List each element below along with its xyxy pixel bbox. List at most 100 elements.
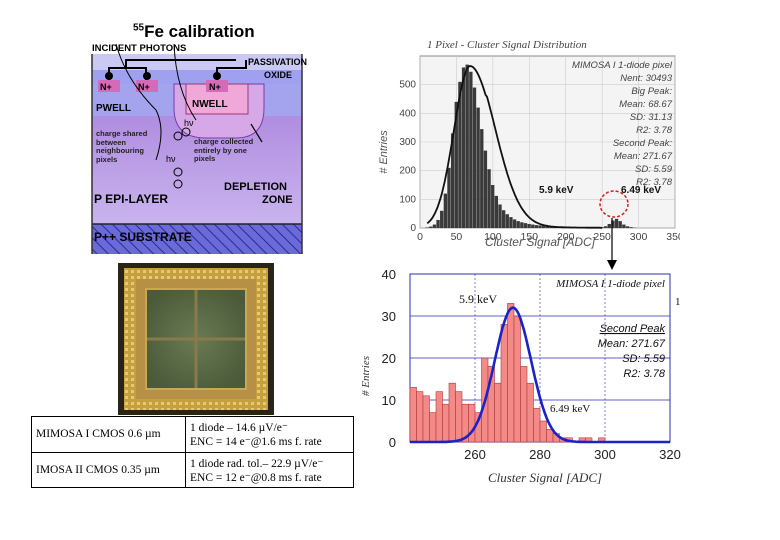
chart1-bar — [487, 169, 491, 228]
label-depletion-2: ZONE — [262, 194, 293, 206]
photon-path-1 — [115, 43, 162, 161]
chart2-xtick: 280 — [529, 447, 551, 462]
label-oxide: OXIDE — [264, 70, 292, 80]
chart1-plot: 0 100 200 300 400 500 0 50 100 150 200 250 300 350 — [399, 55, 680, 243]
chart2-bar — [435, 391, 443, 443]
table-cell-line: 1 diode – 14.6 µV/e⁻ — [190, 422, 288, 435]
chart2-xtick: 260 — [464, 447, 486, 462]
chart1-bar — [505, 214, 509, 228]
chart2-plot: 0 10 20 30 40 260 280 300 320 — [382, 268, 681, 462]
chart2-ytick: 20 — [382, 351, 396, 366]
chart1-stat-mean2: Mean: 271.67 — [614, 151, 673, 162]
chart2-bar — [416, 391, 424, 443]
chart1-stat-sd2: SD: 5.59 — [635, 164, 673, 175]
chart1-stat-mean1: Mean: 68.67 — [619, 99, 673, 110]
chart1-bar — [450, 133, 455, 228]
chart2-title: MIMOSA I 1-diode pixel — [555, 278, 665, 290]
chart2-bar — [533, 408, 541, 443]
table-cell-values: 1 diode rad. tol.– 22.9 µV/e⁻ ENC = 12 e… — [185, 451, 354, 488]
chart1-stat-r2a: R2: 3.78 — [636, 125, 673, 136]
label-charge-shared: charge shared between neighbouring pixel… — [96, 130, 148, 164]
chart1-bar — [611, 220, 615, 228]
chart1-fit-curve — [426, 65, 603, 229]
chart1-bar — [527, 223, 531, 228]
chart1-bar — [618, 221, 622, 228]
chart1-bar — [425, 227, 429, 228]
chart1-ytick: 100 — [399, 194, 416, 205]
label-hv-1: hν — [184, 118, 194, 128]
chart1-bar — [501, 210, 506, 228]
chart1-ylabel: # Entries — [378, 130, 390, 174]
chart2-ytick: 30 — [382, 309, 396, 324]
chart2-bar — [468, 403, 476, 443]
table-cell-values: 1 diode – 14.6 µV/e⁻ ENC = 14 e⁻@1.6 ms … — [185, 416, 354, 453]
chart1-stat-header: MIMOSA I 1-diode pixel — [572, 60, 673, 71]
label-pwell: PWELL — [96, 103, 131, 114]
chart1-bar — [538, 225, 542, 228]
chart2-ytick: 0 — [389, 435, 396, 450]
spec-table: MIMOSA I CMOS 0.6 µm 1 diode – 14.6 µV/e… — [31, 416, 354, 488]
chart1-bar — [531, 224, 535, 228]
chart1-bar — [614, 218, 619, 228]
chart2-ytick: 10 — [382, 393, 396, 408]
chart2-label-5-9kev: 5.9 keV — [459, 292, 497, 306]
chart1-bar — [520, 222, 524, 228]
chart2-edge-label: 1 — [675, 296, 681, 308]
chart2-bar — [507, 303, 515, 443]
chart2-bar — [500, 324, 508, 443]
chart1-bar — [509, 217, 513, 228]
chart1-xtick: 50 — [451, 231, 463, 243]
chart1-bar — [469, 71, 473, 228]
chart1-stats: MIMOSA I 1-diode pixel Nent: 30493 Big P… — [572, 60, 673, 188]
label-passivation: PASSIVATION — [248, 57, 307, 67]
photon-path-2 — [173, 43, 197, 121]
chart1-ytick: 200 — [399, 166, 416, 177]
chart1-stat-nent: Nent: 30493 — [620, 73, 672, 84]
label-charge-collected: charge collected entirely by one pixels — [194, 138, 254, 163]
chart2-bar — [494, 382, 502, 443]
chart2-bar — [442, 403, 450, 443]
chart1-bar — [458, 81, 462, 228]
chart1-peak-highlight — [599, 190, 629, 218]
chart2-bar — [455, 391, 463, 443]
chart1-xtick: 250 — [593, 231, 611, 243]
chart1-bar — [494, 195, 499, 228]
title-text: Fe calibration — [144, 22, 255, 41]
chart2-bar — [526, 382, 534, 443]
chart-full-distribution: 1 Pixel - Cluster Signal Distribution 0 1… — [375, 32, 680, 252]
table-row: MIMOSA I CMOS 0.6 µm 1 diode – 14.6 µV/e… — [31, 416, 354, 453]
chart1-bar — [603, 226, 608, 228]
chart1-stat-sd1: SD: 31.13 — [630, 112, 673, 123]
label-charge-collected-box: charge collected entirely by one pixels — [194, 138, 254, 163]
table-cell-line: 1 diode rad. tol.– 22.9 µV/e⁻ — [190, 457, 324, 470]
label-charge-shared-box: charge shared between neighbouring pixel… — [96, 130, 148, 164]
chart1-bar — [622, 224, 626, 228]
label-nwell: NWELL — [192, 99, 228, 110]
chart1-bar — [498, 204, 502, 228]
n-plus-1 — [98, 80, 120, 92]
page-title: 55Fe calibration — [133, 22, 255, 42]
chart1-bar — [447, 167, 451, 228]
title-superscript: 55 — [133, 22, 145, 34]
chart1-title: 1 Pixel - Cluster Signal Distribution — [427, 39, 587, 51]
chart2-stat-sd: SD: 5.59 — [622, 353, 665, 365]
chart1-bar — [465, 64, 469, 228]
chart1-bar — [476, 107, 480, 228]
chart1-label-6-49kev: 6.49 keV — [621, 185, 661, 196]
chart2-bar — [409, 387, 417, 443]
chart1-xtick: 150 — [521, 231, 539, 243]
chart2-bar — [546, 429, 554, 443]
table-cell-name: IMOSA II CMOS 0.35 µm — [31, 451, 186, 488]
chart1-bar — [483, 150, 488, 228]
chart1-xtick: 200 — [557, 231, 575, 243]
chart1-bar — [461, 67, 466, 228]
chart2-bar — [520, 366, 528, 443]
chart2-bar — [422, 395, 430, 443]
chart1-bar — [432, 224, 437, 228]
chart1-ytick: 300 — [399, 137, 416, 148]
label-epi-layer: P EPI-LAYER — [94, 192, 168, 206]
chart1-xtick: 0 — [417, 231, 423, 243]
chart1-bar — [545, 225, 550, 228]
chart2-stat-r2: R2: 3.78 — [623, 368, 665, 380]
arrow-depletion — [250, 123, 263, 143]
